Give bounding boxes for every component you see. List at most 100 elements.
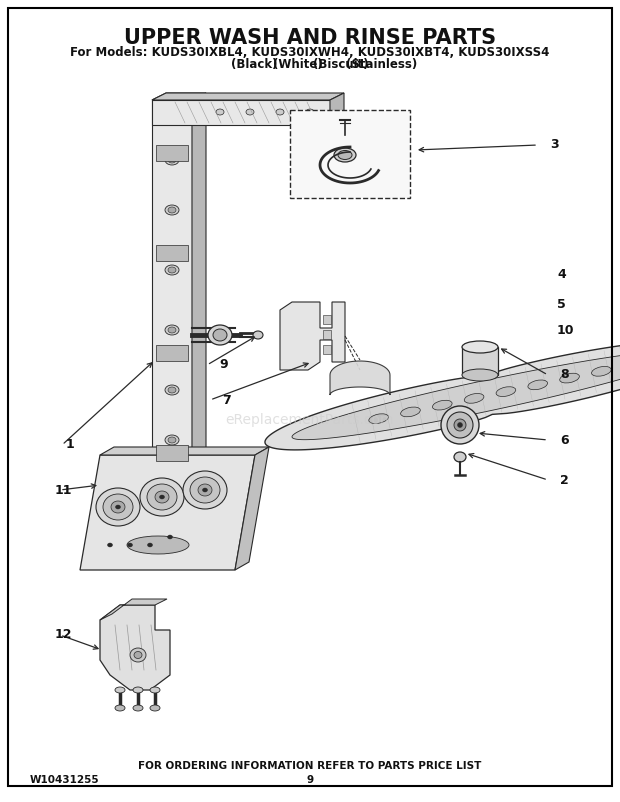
Ellipse shape: [111, 501, 125, 513]
Ellipse shape: [168, 387, 176, 393]
Ellipse shape: [462, 369, 498, 381]
Ellipse shape: [133, 687, 143, 693]
Ellipse shape: [203, 488, 208, 492]
Polygon shape: [100, 447, 269, 455]
Ellipse shape: [165, 385, 179, 395]
Ellipse shape: [216, 109, 224, 115]
Ellipse shape: [127, 536, 189, 554]
Bar: [152, 100, 192, 490]
Bar: [323, 315, 331, 324]
Bar: [156, 445, 188, 461]
Text: 2: 2: [560, 473, 569, 487]
Ellipse shape: [458, 423, 463, 427]
Bar: [156, 145, 188, 161]
Ellipse shape: [150, 705, 160, 711]
Ellipse shape: [159, 495, 164, 499]
Ellipse shape: [148, 543, 153, 547]
Text: eReplacementParts.com: eReplacementParts.com: [226, 413, 394, 427]
Ellipse shape: [432, 400, 452, 410]
Ellipse shape: [276, 109, 284, 115]
Text: 12: 12: [55, 629, 72, 642]
Ellipse shape: [246, 109, 254, 115]
Ellipse shape: [155, 491, 169, 503]
Text: (Biscuit): (Biscuit): [313, 58, 369, 71]
Ellipse shape: [183, 471, 227, 509]
Ellipse shape: [190, 477, 220, 503]
Text: (Black): (Black): [231, 58, 278, 71]
Text: 11: 11: [55, 484, 72, 496]
Ellipse shape: [165, 435, 179, 445]
Text: 9: 9: [306, 775, 314, 785]
Ellipse shape: [306, 109, 314, 115]
Ellipse shape: [115, 705, 125, 711]
Bar: [290, 110, 410, 198]
Ellipse shape: [198, 484, 212, 496]
Ellipse shape: [168, 437, 176, 443]
Bar: [156, 345, 188, 361]
Text: (White): (White): [273, 58, 322, 71]
Ellipse shape: [454, 452, 466, 462]
Ellipse shape: [96, 488, 140, 526]
Ellipse shape: [168, 327, 176, 333]
Bar: [323, 345, 331, 354]
Text: 5: 5: [557, 298, 565, 311]
Text: 4: 4: [557, 269, 565, 282]
Ellipse shape: [115, 505, 120, 509]
Ellipse shape: [147, 484, 177, 510]
Ellipse shape: [168, 267, 176, 273]
Text: W10431255: W10431255: [30, 775, 100, 785]
Ellipse shape: [130, 648, 146, 662]
Bar: [152, 100, 330, 125]
Ellipse shape: [591, 367, 611, 376]
Polygon shape: [330, 93, 344, 125]
Polygon shape: [100, 605, 170, 690]
Polygon shape: [292, 350, 620, 439]
Ellipse shape: [134, 651, 142, 658]
Ellipse shape: [441, 406, 479, 444]
Text: 3: 3: [550, 139, 559, 152]
Ellipse shape: [528, 380, 547, 390]
Ellipse shape: [115, 687, 125, 693]
Ellipse shape: [168, 157, 176, 163]
Text: For Models: KUDS30IXBL4, KUDS30IXWH4, KUDS30IXBT4, KUDS30IXSS4: For Models: KUDS30IXBL4, KUDS30IXWH4, KU…: [70, 46, 550, 59]
Text: 6: 6: [560, 434, 569, 447]
Polygon shape: [235, 447, 269, 570]
Text: (Stainless): (Stainless): [346, 58, 417, 71]
Ellipse shape: [150, 687, 160, 693]
Text: FOR ORDERING INFORMATION REFER TO PARTS PRICE LIST: FOR ORDERING INFORMATION REFER TO PARTS …: [138, 761, 482, 771]
Bar: [156, 245, 188, 261]
Text: UPPER WASH AND RINSE PARTS: UPPER WASH AND RINSE PARTS: [124, 28, 496, 48]
Ellipse shape: [464, 394, 484, 403]
Text: 9: 9: [219, 358, 228, 371]
Ellipse shape: [165, 155, 179, 165]
Polygon shape: [192, 93, 206, 490]
Ellipse shape: [133, 705, 143, 711]
Ellipse shape: [253, 331, 263, 339]
Polygon shape: [80, 455, 255, 570]
Ellipse shape: [496, 387, 516, 396]
Polygon shape: [152, 93, 206, 100]
Text: 8: 8: [560, 368, 569, 382]
Ellipse shape: [107, 543, 112, 547]
Ellipse shape: [165, 205, 179, 215]
Text: 10: 10: [557, 323, 575, 337]
Text: 1: 1: [65, 439, 74, 452]
Polygon shape: [100, 599, 167, 620]
Ellipse shape: [338, 151, 352, 160]
Ellipse shape: [447, 412, 473, 438]
Ellipse shape: [128, 543, 133, 547]
Polygon shape: [330, 361, 390, 395]
Ellipse shape: [334, 148, 356, 162]
Ellipse shape: [165, 325, 179, 335]
Ellipse shape: [168, 207, 176, 213]
Ellipse shape: [560, 373, 579, 383]
Bar: [462, 347, 498, 375]
Polygon shape: [265, 340, 620, 450]
Ellipse shape: [213, 329, 227, 341]
Ellipse shape: [369, 414, 389, 423]
Ellipse shape: [462, 341, 498, 353]
Ellipse shape: [165, 265, 179, 275]
Text: 7: 7: [222, 394, 231, 407]
Ellipse shape: [208, 325, 232, 345]
Ellipse shape: [454, 419, 466, 431]
